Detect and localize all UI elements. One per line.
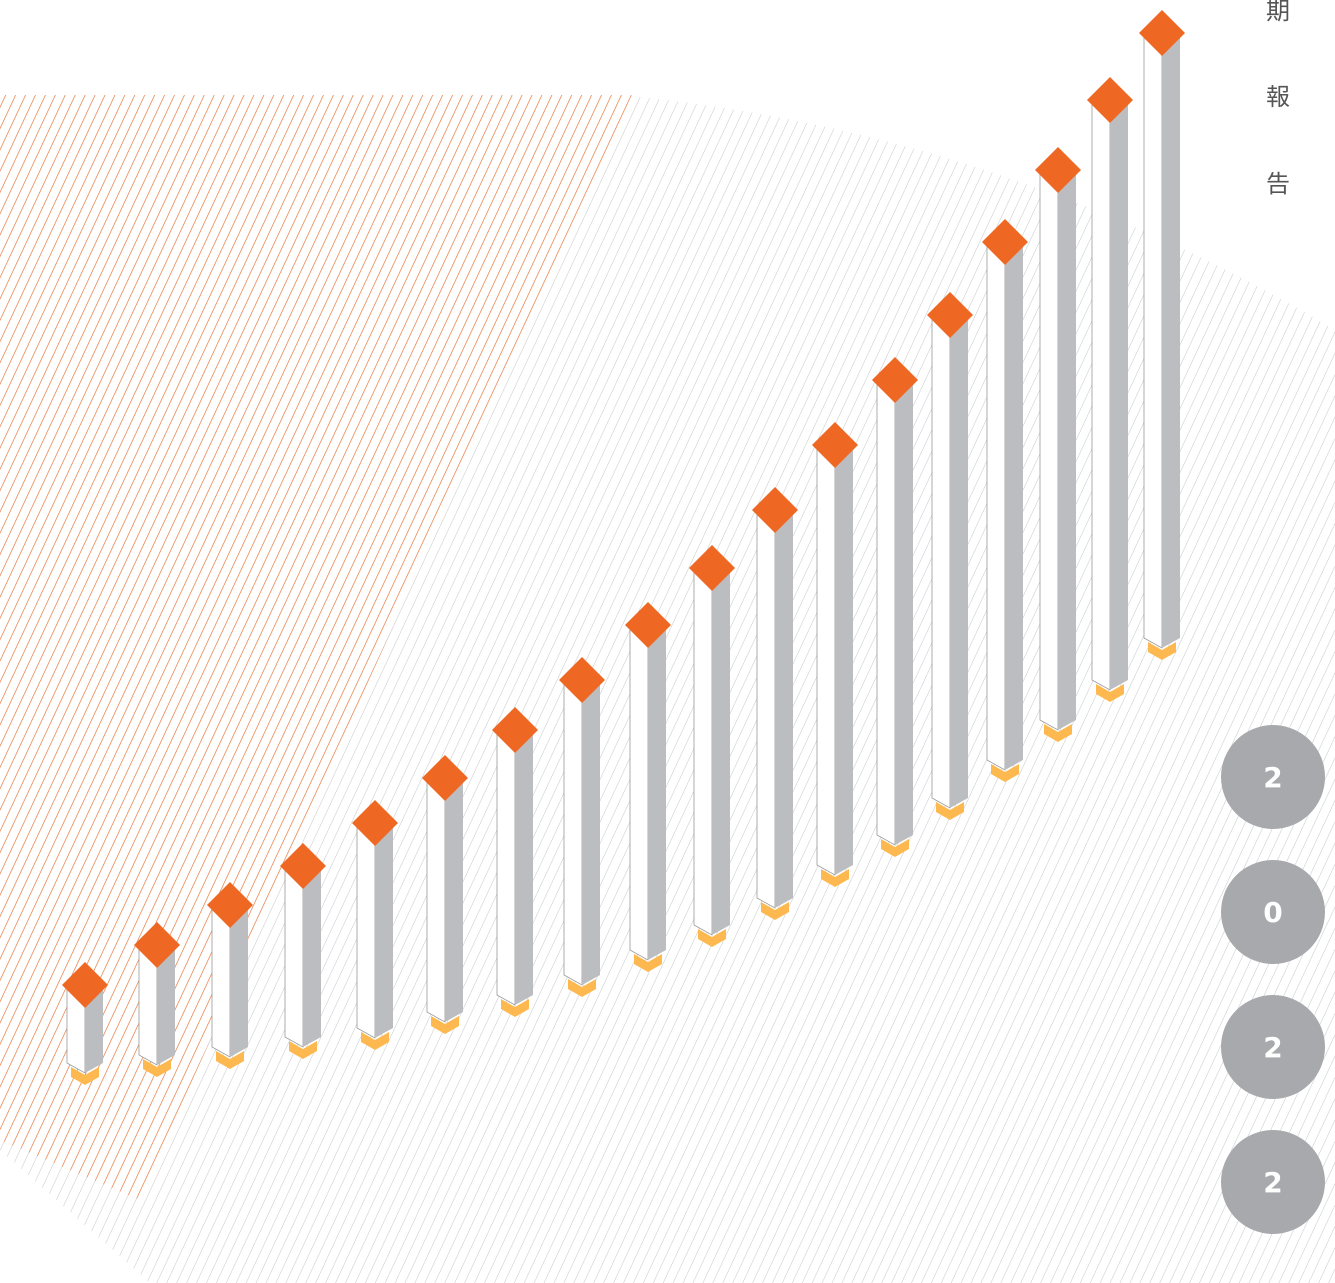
bar-base — [501, 999, 529, 1017]
bar-top — [982, 219, 1028, 265]
bar-side — [775, 510, 793, 908]
bar-base — [289, 1041, 317, 1059]
year-digit: 2 — [1263, 1031, 1282, 1064]
bar-side — [157, 945, 175, 1065]
bar-top — [280, 843, 326, 889]
bar-side — [648, 625, 666, 960]
bar-base — [1044, 724, 1072, 742]
bar-side — [712, 568, 730, 935]
bar-front — [876, 379, 896, 846]
year-circle — [1221, 860, 1325, 964]
bar-side — [375, 823, 393, 1038]
bar-front — [1039, 169, 1059, 731]
bar-base — [1096, 684, 1124, 702]
bar-side — [1058, 170, 1076, 730]
bar-top — [812, 422, 858, 468]
bar-front — [426, 777, 446, 1023]
bar-front — [356, 822, 376, 1039]
bar-top — [559, 657, 605, 703]
bar-top — [492, 707, 538, 753]
bar-base — [216, 1051, 244, 1069]
bar-front — [1143, 32, 1163, 649]
bar-top — [1087, 77, 1133, 123]
title-char: 報 — [1266, 83, 1290, 111]
bar-front — [693, 567, 713, 936]
bar-base — [361, 1032, 389, 1050]
bar-base — [936, 802, 964, 820]
bar-front — [563, 679, 583, 986]
bar-base — [71, 1067, 99, 1085]
year-circle — [1221, 725, 1325, 829]
bar-top — [62, 962, 108, 1008]
bar-top — [872, 357, 918, 403]
bar-base — [698, 929, 726, 947]
bar-top — [1139, 10, 1185, 56]
bar-front — [496, 729, 516, 1006]
bar-side — [230, 905, 248, 1057]
bars — [62, 10, 1185, 1085]
bar-side — [445, 778, 463, 1022]
bar-base — [881, 839, 909, 857]
bar-base — [991, 764, 1019, 782]
bar-base — [821, 869, 849, 887]
bar-top — [1035, 147, 1081, 193]
bar-top — [352, 800, 398, 846]
bar-front — [756, 509, 776, 909]
bar-side — [1162, 33, 1180, 648]
bar-base — [431, 1016, 459, 1034]
bar-side — [895, 380, 913, 845]
year-circles: 2 0 2 2 — [1221, 725, 1325, 1234]
bar-base — [143, 1059, 171, 1077]
bar-top — [689, 545, 735, 591]
bar-side — [303, 866, 321, 1047]
bar-top — [134, 922, 180, 968]
bar-side — [1110, 100, 1128, 690]
bar-top — [625, 602, 671, 648]
bar-base — [761, 902, 789, 920]
year-digit: 2 — [1263, 761, 1282, 794]
year-digit: 0 — [1263, 896, 1282, 929]
bar-top — [752, 487, 798, 533]
bar-base — [568, 979, 596, 997]
year-circle — [1221, 995, 1325, 1099]
bar-base — [1148, 642, 1176, 660]
bar-side — [85, 985, 103, 1073]
year-digit: 2 — [1263, 1166, 1282, 1199]
bar-front — [1091, 99, 1111, 691]
bar-front — [816, 444, 836, 876]
bar-side — [582, 680, 600, 985]
bar-top — [927, 292, 973, 338]
bar-front — [211, 904, 231, 1058]
bar-top — [207, 882, 253, 928]
bar-side — [835, 445, 853, 875]
title-char: 告 — [1266, 170, 1290, 198]
bar-front — [931, 314, 951, 809]
bar-side — [515, 730, 533, 1005]
bar-front — [986, 241, 1006, 771]
title-char: 期 — [1266, 0, 1290, 25]
bar-front — [284, 865, 304, 1048]
vertical-title: 期 報 告 — [1266, 0, 1290, 198]
bar-front — [629, 624, 649, 961]
bar-top — [422, 755, 468, 801]
year-circle — [1221, 1130, 1325, 1234]
bar-base — [634, 954, 662, 972]
bar-side — [950, 315, 968, 808]
bar-side — [1005, 242, 1023, 770]
